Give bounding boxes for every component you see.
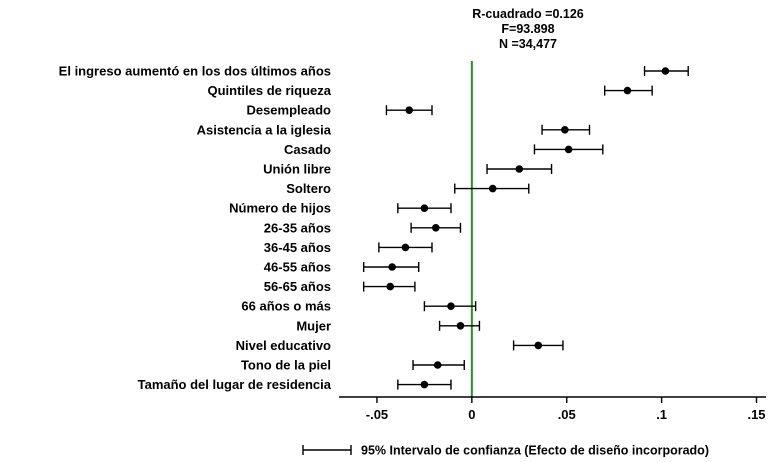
variable-label: El ingreso aumentó en los dos últimos añ… bbox=[59, 64, 331, 79]
legend: 95% Intervalo de confianza (Efecto de di… bbox=[302, 444, 709, 458]
variable-label: Mujer bbox=[296, 318, 331, 333]
point-estimate bbox=[564, 145, 573, 154]
point-estimate bbox=[561, 126, 569, 134]
stat-line: R-cuadrado =0.126 bbox=[472, 7, 584, 21]
point-estimate bbox=[456, 322, 465, 330]
point-estimate bbox=[420, 204, 429, 212]
x-tick-label: .1 bbox=[656, 407, 667, 422]
x-tick-label: .15 bbox=[747, 407, 765, 422]
variable-label: Casado bbox=[284, 142, 331, 157]
legend-label: 95% Intervalo de confianza (Efecto de di… bbox=[361, 444, 709, 458]
x-tick-label: .05 bbox=[558, 407, 576, 422]
x-axis: -.05 0 .05 .1 .15 bbox=[339, 396, 766, 422]
variable-label: Asistencia a la iglesia bbox=[197, 122, 332, 137]
point-estimate bbox=[420, 380, 429, 389]
point-estimate bbox=[388, 263, 396, 271]
x-tick-label: -.05 bbox=[366, 407, 388, 422]
plot-area bbox=[362, 61, 689, 397]
variable-label: Tono de la piel bbox=[241, 358, 331, 373]
point-estimate bbox=[534, 341, 543, 350]
variable-label: Soltero bbox=[286, 181, 331, 196]
variable-label: Quintiles de riqueza bbox=[207, 83, 331, 98]
variable-labels: El ingreso aumentó en los dos últimos añ… bbox=[59, 64, 332, 393]
variable-label: 36-45 años bbox=[264, 240, 331, 255]
point-estimate bbox=[488, 184, 497, 193]
variable-label: Número de hijos bbox=[229, 201, 331, 216]
point-estimate bbox=[661, 67, 670, 75]
x-tick-label: 0 bbox=[468, 407, 475, 422]
point-estimate bbox=[386, 282, 395, 291]
variable-label: 66 años o más bbox=[241, 299, 331, 314]
variable-label: 46-55 años bbox=[264, 260, 331, 275]
stat-line: F=93.898 bbox=[501, 22, 554, 36]
stat-line: N =34,477 bbox=[499, 37, 557, 51]
point-estimate bbox=[431, 224, 440, 232]
variable-label: Nivel educativo bbox=[236, 338, 331, 353]
point-estimate bbox=[433, 361, 442, 369]
variable-label: 26-35 años bbox=[264, 220, 331, 235]
point-estimate bbox=[515, 165, 524, 173]
variable-label: Desempleado bbox=[246, 103, 331, 118]
point-estimate bbox=[623, 86, 632, 95]
variable-label: Unión libre bbox=[263, 162, 331, 177]
point-estimate bbox=[401, 243, 410, 252]
point-estimate bbox=[447, 302, 455, 311]
variable-label: Tamaño del lugar de residencia bbox=[138, 377, 332, 392]
variable-label: 56-65 años bbox=[264, 279, 331, 294]
point-estimate bbox=[405, 106, 414, 114]
